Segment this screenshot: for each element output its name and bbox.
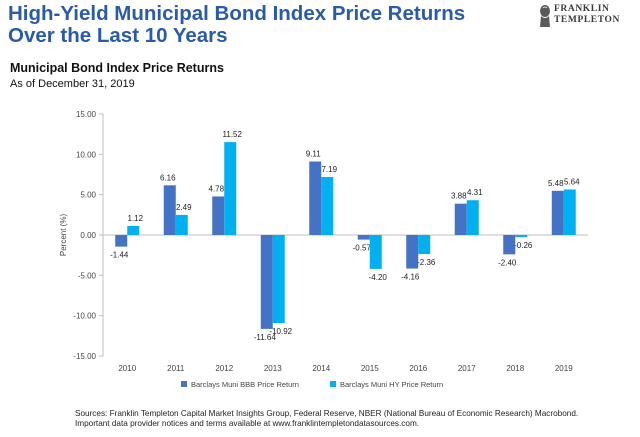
x-tick-label: 2014 [312,364,330,373]
logo-word-franklin: FRANKLIN [554,4,610,14]
greek-head-logo-icon [540,5,550,27]
bar-hy [175,214,188,235]
data-label: 1.12 [127,214,143,223]
data-label: -4.16 [401,273,420,282]
x-tick-label: 2011 [167,364,185,373]
bar-bbb [503,235,516,255]
data-label: 4.31 [467,188,483,197]
y-axis-title: Percent (%) [59,214,68,257]
data-label: -0.57 [353,244,372,253]
data-label: -11.64 [254,333,277,342]
bar-hy [515,235,528,238]
page-title-line-2: Over the Last 10 Years [8,24,228,47]
bar-chart: 15.00 10.00 5.00 0.00 -5.00 -10.00 -15.00 Perce… [59,110,588,389]
legend-item-bbb-swatch [181,381,187,387]
data-label: -2.36 [417,258,436,267]
legend-item-hy-swatch [330,381,336,387]
data-label: 5.48 [548,179,564,188]
y-tick-label: 0.00 [80,231,96,240]
data-label: -2.40 [498,258,517,267]
bar-hy [466,200,479,235]
bar-bbb [454,203,467,235]
sources-line-1: Sources: Franklin Templeton Capital Mark… [75,409,579,418]
y-tick-label: -10.00 [73,312,96,321]
bar-hy [321,177,334,235]
x-tick-label: 2019 [555,364,573,373]
data-label: -1.44 [110,251,129,260]
bar-bbb [357,235,370,240]
x-tick-label: 2016 [409,364,427,373]
y-tick-label: 15.00 [76,110,97,119]
legend-item-bbb-label: Barclays Muni BBB Price Return [191,380,299,389]
data-label: 6.16 [160,173,176,182]
data-label: 11.52 [223,130,243,139]
sources-note: Sources: Franklin Templeton Capital Mark… [75,409,635,429]
y-tick-label: 5.00 [80,191,96,200]
x-tick-label: 2015 [361,364,379,373]
bar-bbb [551,190,564,235]
bar-hy [224,142,237,235]
page-title: High-Yield Municipal Bond Index Price Re… [8,3,478,47]
bar-bbb [260,235,273,329]
franklin-templeton-logo: FRANKLIN TEMPLETON [538,3,638,33]
chart-subtitle: Municipal Bond Index Price Returns [10,61,224,75]
page-title-line-1: High-Yield Municipal Bond Index Price Re… [8,2,466,25]
data-label: -0.26 [514,241,533,250]
data-label: -4.20 [369,273,388,282]
bar-hy [127,225,140,235]
legend-item-hy-label: Barclays Muni HY Price Return [340,380,443,389]
x-tick-label: 2010 [118,364,136,373]
data-label: 9.11 [306,150,322,159]
bar-bbb [406,235,419,269]
logo-word-templeton: TEMPLETON [554,15,620,25]
x-tick-label: 2017 [458,364,476,373]
as-of-date: As of December 31, 2019 [10,78,135,90]
x-tick-label: 2013 [264,364,282,373]
data-label: -10.92 [269,327,292,336]
sources-line-2: Important data provider notices and term… [75,419,420,428]
bar-hy [272,235,285,324]
data-label: 2.49 [176,203,192,212]
data-label: 5.64 [564,178,580,187]
x-tick-label: 2018 [506,364,524,373]
bar-bbb [212,196,225,235]
data-label: 4.78 [208,184,224,193]
bar-bbb [163,185,176,235]
data-label: 7.19 [321,165,337,174]
data-label: 3.88 [451,192,467,201]
bar-hy [563,189,576,235]
y-tick-label: 10.00 [76,150,97,159]
bar-bbb [115,235,128,247]
y-tick-label: -15.00 [73,352,96,361]
y-tick-label: -5.00 [78,271,97,280]
bar-hy [369,235,382,269]
x-tick-label: 2012 [215,364,233,373]
bar-hy [418,235,431,255]
bar-bbb [309,161,322,235]
